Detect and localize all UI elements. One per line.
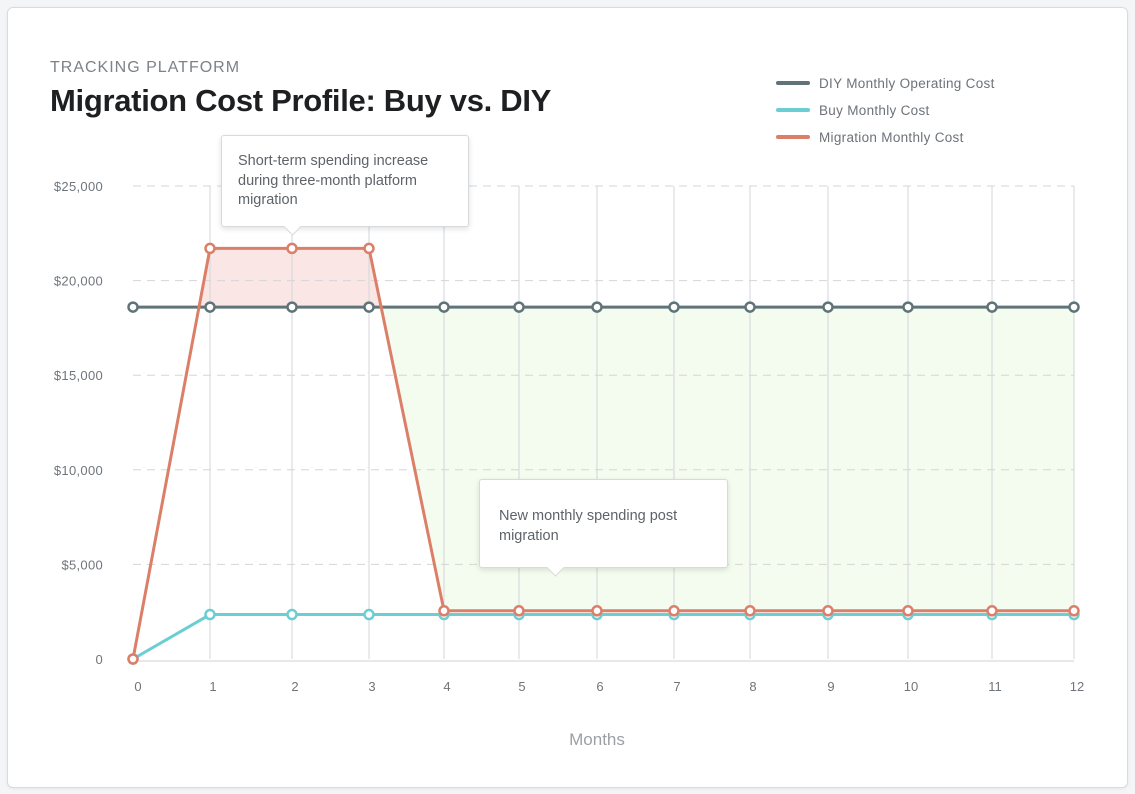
x-tick-label: 5 xyxy=(518,679,525,694)
point-migration xyxy=(744,605,756,617)
increase-area xyxy=(199,248,382,308)
point-migration xyxy=(822,605,834,617)
legend-swatch-migration xyxy=(776,135,810,139)
point-diy xyxy=(127,301,139,313)
legend-label-buy: Buy Monthly Cost xyxy=(819,102,930,118)
point-migration xyxy=(204,242,216,255)
x-tick-label: 8 xyxy=(749,679,756,694)
x-tick-label: 1 xyxy=(209,679,216,694)
point-migration xyxy=(668,605,680,617)
point-buy xyxy=(204,608,216,621)
point-diy xyxy=(204,301,216,313)
x-tick-label: 3 xyxy=(368,679,375,694)
y-tick-label: $20,000 xyxy=(54,274,103,289)
y-tick-label: $15,000 xyxy=(54,368,103,383)
x-tick-label: 7 xyxy=(673,679,680,694)
legend-item-migration: Migration Monthly Cost xyxy=(776,124,995,150)
point-diy xyxy=(438,301,450,313)
legend-label-migration: Migration Monthly Cost xyxy=(819,129,964,145)
x-tick-label: 9 xyxy=(827,679,834,694)
legend-item-buy: Buy Monthly Cost xyxy=(776,97,995,123)
x-tick-label: 10 xyxy=(904,679,918,694)
point-diy xyxy=(1068,301,1080,313)
point-migration xyxy=(438,605,450,617)
chart-title: Migration Cost Profile: Buy vs. DIY xyxy=(50,83,552,118)
x-tick-label: 2 xyxy=(291,679,298,694)
point-migration xyxy=(286,242,298,255)
legend: DIY Monthly Operating Cost Buy Monthly C… xyxy=(776,70,995,151)
y-tick-label: 0 xyxy=(95,652,103,667)
point-migration xyxy=(127,653,139,665)
x-tick-label: 12 xyxy=(1070,679,1084,694)
point-diy xyxy=(986,301,998,313)
series-line-buy xyxy=(132,613,1074,661)
point-migration xyxy=(902,605,914,617)
point-migration xyxy=(1068,605,1080,617)
point-diy xyxy=(286,301,298,313)
callout-migration-increase: Short-term spending increase during thre… xyxy=(221,135,469,236)
x-tick-label: 11 xyxy=(988,679,1002,694)
x-tick-label: 4 xyxy=(443,679,450,694)
y-tick-label: $25,000 xyxy=(54,179,103,194)
x-tick-label: 6 xyxy=(596,679,603,694)
legend-label-diy: DIY Monthly Operating Cost xyxy=(819,75,995,91)
callout-text: New monthly spending post migration xyxy=(499,508,678,544)
point-diy xyxy=(591,301,603,313)
point-diy xyxy=(902,301,914,313)
y-tick-label: $5,000 xyxy=(61,557,103,572)
x-tick-label: 0 xyxy=(134,679,141,694)
point-diy xyxy=(513,301,525,313)
y-tick-label: $10,000 xyxy=(54,463,103,478)
callout-text: Short-term spending increase during thre… xyxy=(238,153,429,208)
point-diy xyxy=(744,301,756,313)
point-buy xyxy=(363,608,375,621)
legend-swatch-diy xyxy=(776,81,810,85)
point-diy xyxy=(363,301,375,313)
point-migration xyxy=(363,242,375,255)
point-migration xyxy=(591,605,603,617)
legend-item-diy: DIY Monthly Operating Cost xyxy=(776,70,995,96)
legend-swatch-buy xyxy=(776,108,810,112)
point-migration xyxy=(986,605,998,617)
chart-eyebrow: TRACKING PLATFORM xyxy=(50,59,241,76)
point-migration xyxy=(513,605,525,617)
callout-post-migration: New monthly spending post migration xyxy=(479,479,728,577)
point-diy xyxy=(822,301,834,313)
x-axis-label: Months xyxy=(569,730,625,749)
point-buy xyxy=(286,608,298,621)
point-diy xyxy=(668,301,680,313)
